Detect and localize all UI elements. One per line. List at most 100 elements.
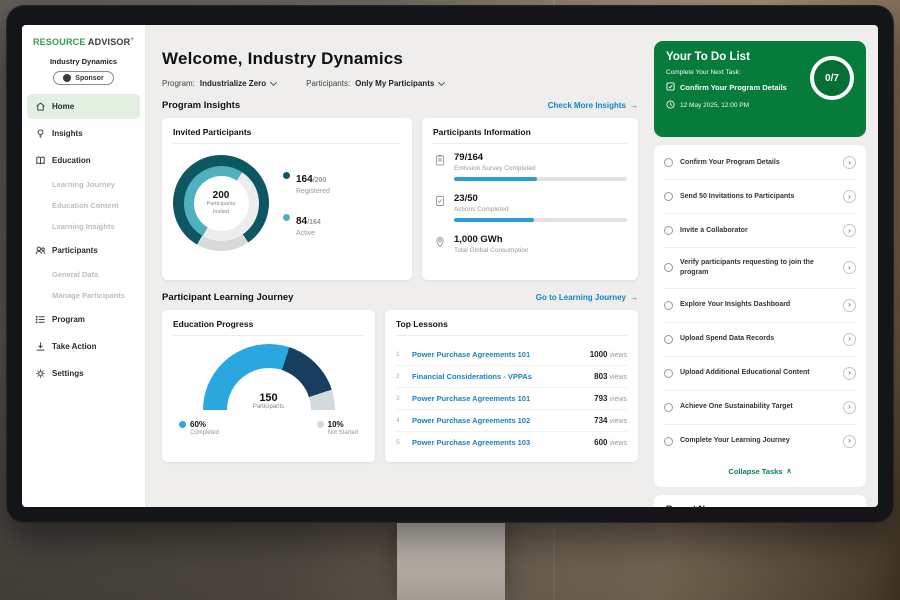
task-checkbox[interactable] bbox=[664, 334, 673, 344]
task-chevron-icon[interactable]: › bbox=[843, 400, 856, 414]
stat-actions-completed: 23/50 Actions Completed bbox=[433, 193, 627, 222]
task-chevron-icon[interactable]: › bbox=[843, 366, 856, 380]
settings-icon bbox=[34, 368, 46, 379]
filters-bar: Program: Industrialize Zero Participants… bbox=[162, 78, 638, 88]
todo-task-row[interactable]: Upload Additional Educational Content › bbox=[664, 357, 856, 391]
sidebar-item-insights[interactable]: Insights bbox=[22, 121, 145, 146]
card-title: Invited Participants bbox=[173, 127, 401, 144]
page-title: Welcome, Industry Dynamics bbox=[162, 49, 404, 68]
chevron-down-icon bbox=[270, 78, 278, 87]
todo-task-row[interactable]: Achieve One Sustainability Target › bbox=[664, 391, 856, 425]
lesson-views: 600 views bbox=[594, 438, 627, 447]
legend-active: 84/164 Active bbox=[283, 211, 330, 237]
sidebar-item-participants[interactable]: Participants bbox=[22, 238, 145, 263]
task-checkbox[interactable] bbox=[664, 226, 673, 235]
section-title-program-insights: Program Insights bbox=[162, 100, 241, 111]
task-chevron-icon[interactable]: › bbox=[843, 261, 856, 275]
task-chevron-icon[interactable]: › bbox=[843, 190, 856, 203]
sidebar-item-learning-journey[interactable]: Learning Journey bbox=[52, 180, 115, 189]
todo-task-row[interactable]: Confirm Your Program Details › bbox=[664, 146, 856, 180]
lesson-rank: 3 bbox=[396, 395, 400, 402]
task-chevron-icon[interactable]: › bbox=[843, 156, 856, 169]
sponsor-label: Sponsor bbox=[75, 74, 104, 82]
lesson-row: 1 Power Purchase Agreements 101 1000 view… bbox=[396, 344, 627, 366]
home-icon bbox=[34, 101, 46, 112]
org-name: Industry Dynamics bbox=[49, 57, 118, 66]
lesson-link[interactable]: Power Purchase Agreements 103 bbox=[412, 438, 531, 447]
sidebar-item-settings[interactable]: Settings bbox=[22, 361, 145, 386]
brand-plus: + bbox=[130, 37, 135, 43]
sidebar-item-home[interactable]: Home bbox=[27, 94, 140, 119]
lesson-link[interactable]: Power Purchase Agreements 101 bbox=[412, 350, 531, 359]
todo-task-row[interactable]: Explore Your Insights Dashboard › bbox=[664, 289, 856, 323]
todo-task-row[interactable]: Invite a Collaborator › bbox=[664, 214, 856, 248]
todo-next-task[interactable]: Confirm Your Program Details bbox=[666, 82, 854, 93]
lesson-row: 5 Power Purchase Agreements 103 600 views bbox=[396, 432, 627, 453]
task-checkbox[interactable] bbox=[664, 402, 673, 412]
lesson-link[interactable]: Power Purchase Agreements 102 bbox=[412, 416, 531, 425]
sidebar-item-education[interactable]: Education bbox=[22, 148, 145, 173]
clock-icon bbox=[666, 100, 675, 111]
learning-journey-header: Participant Learning Journey Go to Learn… bbox=[162, 292, 638, 303]
invited-donut-inner-ring: 200 Participants Invited bbox=[183, 165, 259, 241]
lesson-views: 1000 views bbox=[589, 350, 627, 359]
sidebar-item-program[interactable]: Program bbox=[22, 307, 145, 332]
sidebar-item-take-action[interactable]: Take Action bbox=[22, 334, 145, 359]
task-chevron-icon[interactable]: › bbox=[843, 224, 856, 237]
monitor-stand bbox=[397, 516, 505, 600]
stat-emission-survey: 79/164 Emission Survey Completed bbox=[433, 152, 627, 181]
stat-global-consumption: 1,000 GWh Total Global Consumption bbox=[433, 234, 627, 259]
program-icon bbox=[34, 314, 46, 325]
registered-dot-icon bbox=[283, 172, 290, 179]
card-title: Participants Information bbox=[433, 127, 627, 144]
lesson-rank: 1 bbox=[396, 351, 400, 358]
completed-dot-icon bbox=[179, 421, 186, 428]
task-checkbox[interactable] bbox=[664, 192, 673, 201]
sponsor-badge[interactable]: Sponsor bbox=[53, 71, 114, 85]
section-title-learning-journey: Participant Learning Journey bbox=[162, 292, 294, 303]
task-chevron-icon[interactable]: › bbox=[843, 434, 856, 448]
todo-task-row[interactable]: Upload Spend Data Records › bbox=[664, 323, 856, 357]
task-checkbox[interactable] bbox=[664, 300, 673, 310]
program-insights-cards: Invited Participants 200 Participants In… bbox=[162, 118, 638, 280]
lesson-link[interactable]: Power Purchase Agreements 101 bbox=[412, 394, 531, 403]
lesson-views: 734 views bbox=[594, 416, 627, 425]
todo-task-row[interactable]: Send 50 Invitations to Participants › bbox=[664, 180, 856, 214]
task-checkbox[interactable] bbox=[664, 158, 673, 167]
invited-legend: 164/200 Registered 84/164 Active bbox=[283, 169, 330, 237]
monitor-bezel: RESOURCE ADVISOR+ Industry Dynamics Spon… bbox=[6, 5, 894, 523]
lesson-row: 2 Financial Considerations - VPPAs 803 vi… bbox=[396, 366, 627, 388]
task-checkbox[interactable] bbox=[664, 263, 673, 273]
actions-icon bbox=[433, 193, 446, 207]
sidebar-item-manage-participants[interactable]: Manage Participants bbox=[52, 291, 125, 300]
participants-select[interactable]: Only My Participants bbox=[355, 78, 446, 88]
legend-completed: 60% Completed bbox=[179, 420, 219, 436]
brand-primary: RESOURCE bbox=[32, 37, 86, 47]
program-select[interactable]: Industrialize Zero bbox=[200, 78, 278, 88]
todo-summary-card: Your To Do List Complete Your Next Task:… bbox=[654, 41, 866, 137]
recent-news-header[interactable]: Recent News bbox=[654, 494, 866, 507]
arrow-right-icon: → bbox=[630, 101, 638, 110]
check-more-insights-link[interactable]: Check More Insights → bbox=[547, 101, 638, 110]
sidebar-nav: Home Insights Education Learning Journey… bbox=[22, 93, 145, 387]
go-to-learning-journey-link[interactable]: Go to Learning Journey → bbox=[535, 293, 638, 302]
task-checkbox[interactable] bbox=[664, 436, 673, 446]
task-chevron-icon[interactable]: › bbox=[843, 332, 856, 346]
program-filter: Program: Industrialize Zero bbox=[162, 78, 278, 88]
card-title: Education Progress bbox=[173, 319, 364, 336]
chevron-down-icon bbox=[438, 78, 446, 87]
lesson-link[interactable]: Financial Considerations - VPPAs bbox=[412, 372, 532, 381]
todo-task-row[interactable]: Verify participants requesting to join t… bbox=[664, 248, 856, 289]
consumption-icon bbox=[433, 234, 446, 248]
participants-icon bbox=[34, 245, 46, 256]
legend-registered: 164/200 Registered bbox=[283, 169, 330, 195]
sidebar-item-general-data[interactable]: General Data bbox=[52, 270, 99, 279]
todo-task-row[interactable]: Complete Your Learning Journey › bbox=[664, 425, 856, 458]
sidebar-item-education-content[interactable]: Education Content bbox=[52, 201, 119, 210]
collapse-tasks-link[interactable]: Collapse Tasks ∧ bbox=[728, 466, 792, 476]
todo-subtitle: Complete Your Next Task: bbox=[666, 69, 741, 76]
task-chevron-icon[interactable]: › bbox=[843, 298, 856, 312]
sidebar-item-learning-insights[interactable]: Learning Insights bbox=[52, 222, 115, 231]
checkbox-icon bbox=[666, 82, 675, 93]
task-checkbox[interactable] bbox=[664, 368, 673, 378]
